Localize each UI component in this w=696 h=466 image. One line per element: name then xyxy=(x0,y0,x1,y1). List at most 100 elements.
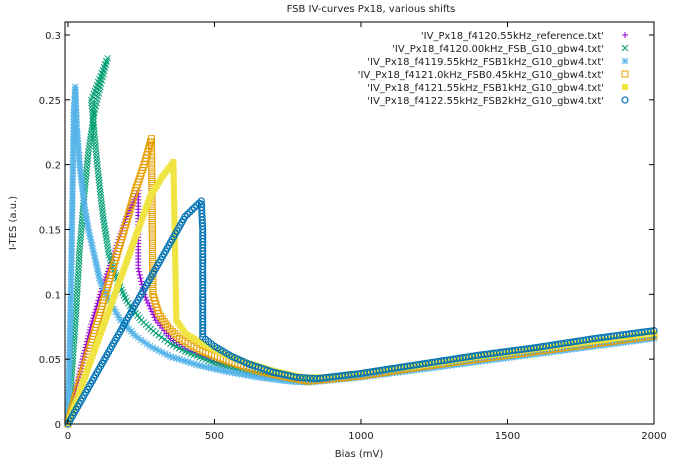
legend-marker xyxy=(622,58,628,64)
data-point xyxy=(149,163,155,169)
data-point xyxy=(135,265,141,271)
data-point xyxy=(73,304,79,310)
data-point xyxy=(93,143,99,149)
data-point xyxy=(76,252,82,258)
y-tick-label: 0.05 xyxy=(39,355,61,366)
data-point xyxy=(149,221,155,227)
data-point xyxy=(150,287,156,293)
data-point xyxy=(73,316,79,322)
data-point xyxy=(149,229,155,235)
data-point xyxy=(149,225,155,231)
legend-marker xyxy=(622,97,628,103)
legend-item: 'IV_Px18_f4119.55kHz_FSB1kHz_G10_gbw4.tx… xyxy=(367,57,628,68)
data-point xyxy=(149,206,155,212)
x-tick-label: 2000 xyxy=(641,431,666,442)
x-tick-label: 1500 xyxy=(495,431,520,442)
data-point xyxy=(149,214,155,220)
legend-label: 'IV_Px18_f4121.55kHz_FSB1kHz_G10_gbw4.tx… xyxy=(367,83,604,94)
data-point xyxy=(150,249,156,255)
data-point xyxy=(76,255,82,261)
legend-marker xyxy=(622,71,628,77)
data-point xyxy=(149,241,155,247)
data-point xyxy=(145,300,151,306)
data-point xyxy=(74,289,80,295)
data-point xyxy=(92,140,98,146)
data-point xyxy=(149,171,155,177)
data-point xyxy=(150,252,156,258)
data-point xyxy=(144,297,150,303)
data-point xyxy=(93,152,99,158)
data-point xyxy=(73,310,79,316)
data-point xyxy=(137,272,143,278)
legend-item: 'IV_Px18_f4121.0kHz_FSB0.45kHz_G10_gbw4.… xyxy=(358,70,628,81)
data-point xyxy=(74,295,80,301)
data-point xyxy=(75,279,81,285)
y-tick-label: 0.1 xyxy=(45,290,61,301)
chart-title: FSB IV-curves Px18, various shifts xyxy=(287,4,456,15)
legend-item: 'IV_Px18_f4121.55kHz_FSB1kHz_G10_gbw4.tx… xyxy=(367,83,628,94)
data-point xyxy=(75,273,81,279)
data-point xyxy=(152,314,158,320)
data-point xyxy=(76,249,82,255)
x-axis-title: Bias (mV) xyxy=(335,449,384,460)
data-point xyxy=(137,275,143,281)
legend-label: 'IV_Px18_f4122.55kHz_FSB2kHz_G10_gbw4.tx… xyxy=(367,96,604,107)
data-point xyxy=(94,155,100,161)
data-point xyxy=(156,332,162,338)
y-axis-title: I-TES (a.u.) xyxy=(8,196,19,250)
data-point xyxy=(149,233,155,239)
y-tick-label: 0 xyxy=(55,420,61,431)
legend-label: 'IV_Px18_f4119.55kHz_FSB1kHz_G10_gbw4.tx… xyxy=(367,57,604,68)
legend-marker xyxy=(622,32,628,38)
data-point xyxy=(75,283,81,289)
legend-item: 'IV_Px18_f4122.55kHz_FSB2kHz_G10_gbw4.tx… xyxy=(367,96,628,107)
x-tick-label: 0 xyxy=(65,431,71,442)
data-point xyxy=(93,146,99,152)
legend-label: 'IV_Px18_f4120.55kHz_reference.txt' xyxy=(421,31,604,42)
data-point xyxy=(76,258,82,264)
plot-area xyxy=(65,55,657,427)
data-point xyxy=(76,261,82,267)
data-point xyxy=(74,286,80,292)
data-point xyxy=(149,159,155,165)
data-point xyxy=(75,270,81,276)
data-point xyxy=(149,175,155,181)
legend-item: 'IV_Px18_f4120.55kHz_reference.txt' xyxy=(421,31,628,42)
legend-item: 'IV_Px18_f4120.00kHz_FSB_G10_gbw4.txt' xyxy=(392,44,628,55)
data-point xyxy=(165,339,171,345)
y-tick-label: 0.15 xyxy=(39,225,61,236)
legend-label: 'IV_Px18_f4120.00kHz_FSB_G10_gbw4.txt' xyxy=(392,44,604,55)
data-point xyxy=(149,167,155,173)
data-point xyxy=(136,269,142,275)
x-tick-label: 1000 xyxy=(348,431,373,442)
data-point xyxy=(74,292,80,298)
series-6 xyxy=(65,198,657,427)
data-point xyxy=(73,307,79,313)
data-point xyxy=(75,276,81,282)
data-point xyxy=(149,245,155,251)
data-point xyxy=(150,256,156,262)
data-point xyxy=(91,131,97,137)
data-point xyxy=(73,313,79,319)
data-point xyxy=(74,298,80,304)
data-point xyxy=(93,149,99,155)
legend-label: 'IV_Px18_f4121.0kHz_FSB0.45kHz_G10_gbw4.… xyxy=(358,70,604,81)
data-point xyxy=(75,267,81,273)
legend: 'IV_Px18_f4120.55kHz_reference.txt' 'IV_P… xyxy=(358,31,628,107)
data-point xyxy=(89,100,95,106)
series-4 xyxy=(65,136,657,427)
y-tick-label: 0.3 xyxy=(45,31,61,42)
data-point xyxy=(159,334,165,340)
data-point xyxy=(74,301,80,307)
x-tick-label: 500 xyxy=(205,431,224,442)
data-point xyxy=(149,237,155,243)
y-tick-label: 0.25 xyxy=(39,96,61,107)
data-point xyxy=(76,264,82,270)
y-tick-label: 0.2 xyxy=(45,161,61,172)
legend-marker xyxy=(622,45,628,51)
data-point xyxy=(149,210,155,216)
legend-marker xyxy=(622,84,628,90)
data-point xyxy=(94,159,100,165)
data-point xyxy=(162,336,168,342)
